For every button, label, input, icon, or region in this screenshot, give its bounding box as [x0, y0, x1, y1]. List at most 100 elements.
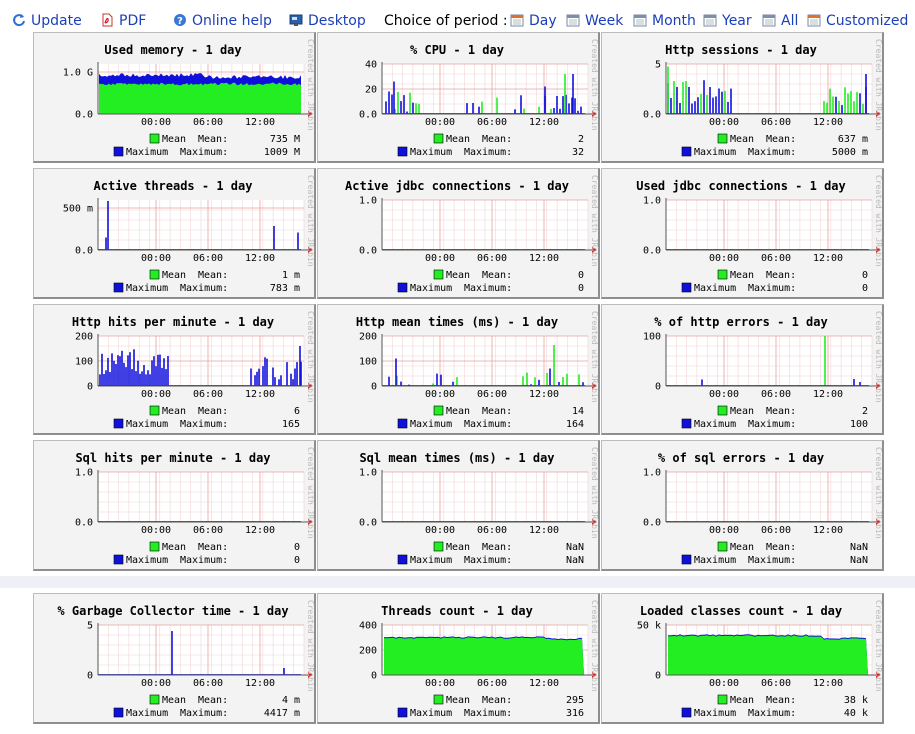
y-tick-label: 1.0	[643, 196, 661, 207]
chart-card[interactable]: Http hits per minute - 1 day 200 100 0 00:00…	[33, 304, 316, 435]
y-tick-label: 20	[365, 85, 377, 96]
y-tick-label: 1.0	[75, 468, 93, 479]
chart-title: Sql mean times (ms) - 1 day	[359, 451, 554, 465]
chart-title: Used memory - 1 day	[104, 43, 241, 57]
pdf-label: PDF	[119, 13, 147, 29]
x-tick-label: 06:00	[477, 389, 507, 400]
y-tick-label: 100	[75, 357, 93, 368]
chart-card[interactable]: Http mean times (ms) - 1 day 200 100 0 00:00…	[317, 304, 600, 435]
chart-card[interactable]: Used memory - 1 day 1.0 G 0.0 00:00 06:00 12:…	[33, 32, 316, 163]
chart-title: % CPU - 1 day	[410, 43, 504, 57]
mean-value: 295	[566, 695, 584, 706]
desktop-link[interactable]: Desktop	[289, 13, 366, 29]
maximum-legend-label: Maximum	[126, 419, 168, 430]
mean-legend-label: Mean	[730, 270, 754, 281]
x-tick-label: 00:00	[709, 253, 739, 264]
chart-svg: Loaded classes count - 1 day 50 k 0 00:00 06…	[637, 600, 883, 719]
maximum-legend-label: Maximum	[694, 419, 736, 430]
chart-svg: % of sql errors - 1 day 1.0 0.0 00:00 06:00 1…	[643, 447, 883, 566]
mean-value: 6	[294, 406, 300, 417]
y-tick-label: 400	[359, 621, 377, 632]
chart-card[interactable]: Sql mean times (ms) - 1 day 1.0 0.0 00:00 06…	[317, 440, 600, 571]
x-tick-label: 12:00	[245, 117, 275, 128]
x-tick-label: 00:00	[425, 678, 455, 689]
calendar-icon	[762, 14, 776, 27]
x-axis-arrow-icon	[308, 111, 313, 117]
mean-field-label: Mean:	[198, 134, 228, 145]
online-help-link[interactable]: ? Online help	[173, 13, 272, 29]
period-year-link[interactable]: Year	[703, 13, 752, 29]
x-tick-label: 00:00	[141, 678, 171, 689]
chart-card[interactable]: % Garbage Collector time - 1 day 5 0 00:00 0…	[33, 593, 316, 724]
watermark-text: Created with JRobin	[874, 39, 883, 131]
series-group	[668, 634, 868, 675]
chart-card[interactable]: % CPU - 1 day 40 20 0.0 00:00 06:00 12:00 Creat…	[317, 32, 600, 163]
update-link[interactable]: Update	[12, 13, 82, 29]
y-tick-label: 1.0	[359, 468, 377, 479]
chart-card[interactable]: Loaded classes count - 1 day 50 k 0 00:00 06…	[601, 593, 884, 724]
mean-legend-swatch	[149, 694, 160, 705]
maximum-value: 32	[572, 147, 584, 158]
x-tick-label: 00:00	[141, 389, 171, 400]
period-year-label: Year	[722, 13, 752, 29]
x-tick-label: 06:00	[477, 525, 507, 536]
x-axis-arrow-icon	[876, 519, 881, 525]
x-tick-label: 06:00	[761, 117, 791, 128]
period-customized-link[interactable]: Customized	[807, 13, 908, 29]
y-tick-label: 5	[87, 621, 93, 632]
chart-card[interactable]: % of http errors - 1 day 100 0 00:00 06:00 12…	[601, 304, 884, 435]
maximum-field-label: Maximum:	[464, 283, 512, 294]
x-tick-label: 12:00	[245, 389, 275, 400]
mean-field-label: Mean:	[198, 542, 228, 553]
mean-legend-swatch	[433, 694, 444, 705]
chart-card[interactable]: Sql hits per minute - 1 day 1.0 0.0 00:00 06…	[33, 440, 316, 571]
watermark-text: Created with JRobin	[590, 175, 599, 267]
mean-field-label: Mean:	[766, 270, 796, 281]
x-tick-label: 00:00	[709, 117, 739, 128]
maximum-legend-label: Maximum	[410, 419, 452, 430]
x-tick-label: 06:00	[761, 253, 791, 264]
x-axis-arrow-icon	[308, 247, 313, 253]
maximum-legend-swatch	[113, 418, 124, 429]
chart-card[interactable]: Used jdbc connections - 1 day 1.0 0.0 00:00…	[601, 168, 884, 299]
chart-card[interactable]: Http sessions - 1 day 5 0.0 00:00 06:00 12:00…	[601, 32, 884, 163]
x-tick-label: 12:00	[529, 253, 559, 264]
maximum-legend-swatch	[681, 146, 692, 157]
chart-title: Http hits per minute - 1 day	[72, 315, 274, 329]
chart-card[interactable]: Threads count - 1 day 400 200 0 00:00 06:00 12…	[317, 593, 600, 724]
y-tick-label: 0.0	[359, 518, 377, 529]
period-all-link[interactable]: All	[762, 13, 798, 29]
maximum-field-label: Maximum:	[180, 283, 228, 294]
x-tick-label: 06:00	[193, 678, 223, 689]
mean-legend-label: Mean	[162, 695, 186, 706]
calendar-icon	[566, 14, 580, 27]
mean-legend-label: Mean	[162, 542, 186, 553]
chart-title: Http mean times (ms) - 1 day	[356, 315, 558, 329]
maximum-legend-label: Maximum	[410, 708, 452, 719]
watermark-text: Created with JRobin	[874, 600, 883, 692]
mean-legend-swatch	[717, 269, 728, 280]
y-tick-label: 0.0	[359, 246, 377, 257]
maximum-legend-swatch	[397, 554, 408, 565]
mean-legend-label: Mean	[162, 270, 186, 281]
x-tick-label: 06:00	[761, 678, 791, 689]
mean-legend-label: Mean	[446, 134, 470, 145]
x-tick-label: 12:00	[813, 117, 843, 128]
maximum-field-label: Maximum:	[748, 283, 796, 294]
chart-title: Active jdbc connections - 1 day	[345, 179, 569, 193]
x-tick-label: 12:00	[529, 389, 559, 400]
maximum-legend-label: Maximum	[126, 283, 168, 294]
chart-card[interactable]: Active threads - 1 day 500 m 0.0 00:00 06:00…	[33, 168, 316, 299]
period-day-link[interactable]: Day	[510, 13, 557, 29]
period-week-link[interactable]: Week	[566, 13, 623, 29]
chart-title: Active threads - 1 day	[94, 179, 253, 193]
mean-field-label: Mean:	[766, 695, 796, 706]
pdf-link[interactable]: PDF	[100, 13, 146, 29]
x-tick-label: 12:00	[245, 678, 275, 689]
x-tick-label: 00:00	[709, 678, 739, 689]
maximum-field-label: Maximum:	[180, 419, 228, 430]
chart-card[interactable]: Active jdbc connections - 1 day 1.0 0.0 00:…	[317, 168, 600, 299]
pdf-icon	[102, 13, 113, 27]
chart-card[interactable]: % of sql errors - 1 day 1.0 0.0 00:00 06:00 1…	[601, 440, 884, 571]
period-month-link[interactable]: Month	[633, 13, 696, 29]
